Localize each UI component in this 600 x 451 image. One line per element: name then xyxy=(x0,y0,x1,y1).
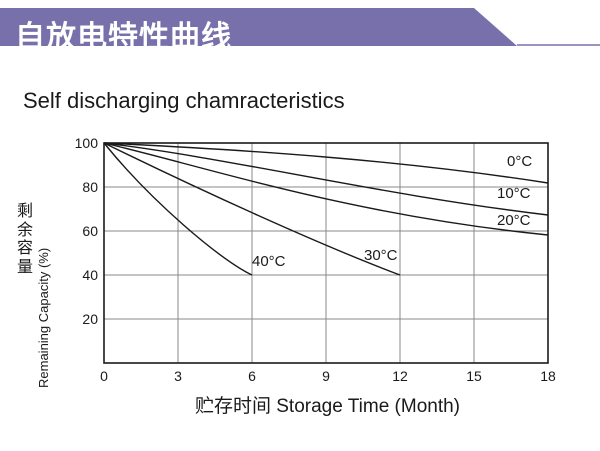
svg-text:40°C: 40°C xyxy=(252,253,286,270)
svg-text:9: 9 xyxy=(322,368,330,384)
svg-text:10°C: 10°C xyxy=(497,185,531,202)
svg-text:0°C: 0°C xyxy=(507,153,532,170)
svg-text:12: 12 xyxy=(392,368,408,384)
svg-text:15: 15 xyxy=(466,368,482,384)
svg-text:3: 3 xyxy=(174,368,182,384)
svg-text:6: 6 xyxy=(248,368,256,384)
svg-text:80: 80 xyxy=(82,179,98,195)
svg-text:18: 18 xyxy=(540,368,556,384)
svg-text:0: 0 xyxy=(100,368,108,384)
svg-text:30°C: 30°C xyxy=(364,247,398,264)
svg-text:20°C: 20°C xyxy=(497,212,531,229)
svg-text:100: 100 xyxy=(75,135,99,151)
svg-text:20: 20 xyxy=(82,311,98,327)
svg-text:60: 60 xyxy=(82,223,98,239)
svg-text:40: 40 xyxy=(82,267,98,283)
